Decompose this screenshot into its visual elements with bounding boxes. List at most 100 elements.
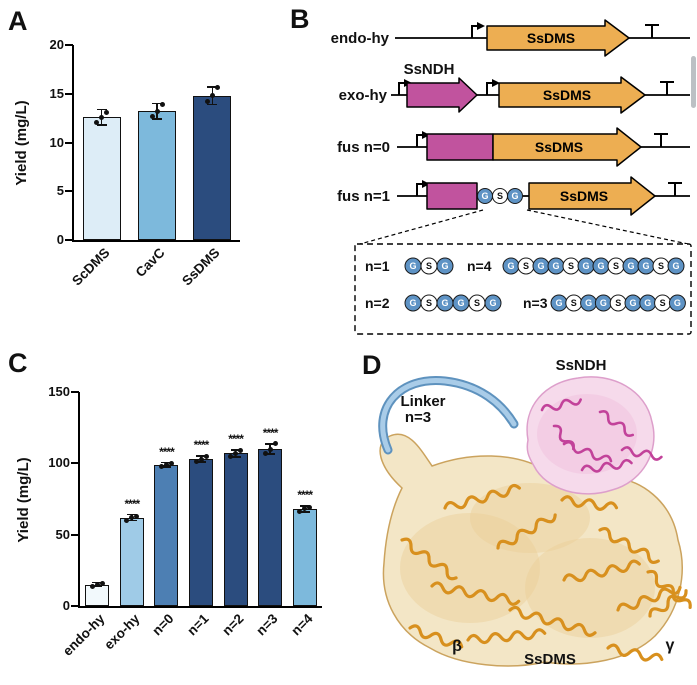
gene-construct-diagram: endo-hy SsDMS SsNDH exo-hy SsDMS fus n=0… <box>331 19 692 335</box>
bead-letter: S <box>568 261 574 271</box>
bead-letter: G <box>409 261 416 271</box>
y-tick-mark <box>65 190 73 193</box>
error-bar-cap <box>126 513 137 516</box>
ssndh-structure-label: SsNDH <box>556 357 607 374</box>
y-tick-label: 10 <box>49 134 64 150</box>
cartoon-helix <box>400 537 458 581</box>
data-point <box>267 446 273 452</box>
ssdms-gene-arrow <box>492 127 642 167</box>
bead-letter: G <box>582 261 589 271</box>
ssndh-fused-block <box>426 182 478 210</box>
ssndh-cartoon-helices <box>540 398 663 473</box>
zoom-callout-line <box>359 209 484 245</box>
data-point <box>99 114 105 120</box>
cartoon-helix <box>646 569 692 609</box>
data-point <box>204 99 210 105</box>
ssdms-surface-shade <box>525 538 655 638</box>
bar <box>154 464 179 606</box>
bar <box>258 449 283 606</box>
error-bar-cap <box>299 505 310 507</box>
bead-letter: G <box>489 298 496 308</box>
construct-name-endo-hy: endo-hy <box>331 30 390 47</box>
construct-name-fus-n1: fus n=1 <box>337 188 390 205</box>
cartoon-helix <box>466 628 547 645</box>
glycine-bead <box>484 294 502 312</box>
bead-letter: G <box>552 261 559 271</box>
bead-letter: S <box>613 261 619 271</box>
data-point <box>203 453 209 459</box>
bead-letter: S <box>660 298 666 308</box>
data-point <box>129 515 135 521</box>
bead-letter: G <box>644 298 651 308</box>
terminator-icon <box>653 133 669 148</box>
bar <box>85 584 110 606</box>
ssdms-gene-arrow <box>498 76 646 114</box>
ssndh-fused-block <box>426 133 494 161</box>
bead-letter: G <box>441 261 448 271</box>
gene-label: SsDMS <box>527 30 575 46</box>
data-point <box>297 509 303 515</box>
y-tick-label: 50 <box>55 526 70 542</box>
bead-letter: G <box>481 191 488 201</box>
bead-letter: S <box>426 298 432 308</box>
linker-n4-label: n=4 <box>467 258 492 274</box>
panel-b: B endo-hy SsDMS SsNDH exo-hy <box>287 0 697 346</box>
data-point <box>159 101 165 107</box>
data-point <box>302 506 308 512</box>
data-point <box>238 447 244 453</box>
x-tick-label: CavC <box>132 245 168 281</box>
zoom-callout-line <box>526 209 689 245</box>
linker-n3-label: n=3 <box>523 295 548 311</box>
cartoon-helix <box>540 398 582 412</box>
scrollbar-thumb[interactable] <box>691 56 696 108</box>
data-point <box>193 459 199 465</box>
glycine-bead <box>436 257 454 275</box>
data-point <box>99 580 105 586</box>
data-point <box>124 517 130 523</box>
bead-letter: S <box>523 261 529 271</box>
gene-label: SsDMS <box>543 87 591 103</box>
cartoon-helix <box>562 559 641 583</box>
cartoon-helix <box>620 446 663 461</box>
gene-label: SsDMS <box>560 188 608 204</box>
bead-letter: G <box>409 298 416 308</box>
significance-stars: **** <box>193 438 210 453</box>
cartoon-helix <box>443 483 521 510</box>
ssdms-surface-shade <box>470 483 590 553</box>
y-tick-label: 100 <box>48 455 70 471</box>
bead-letter: G <box>441 298 448 308</box>
terminator-icon <box>659 81 675 96</box>
bead-letter: G <box>537 261 544 271</box>
bead-letter: G <box>627 261 634 271</box>
beta-subunit-label: β <box>452 638 462 655</box>
glycine-bead <box>668 294 686 312</box>
error-bar-cap <box>152 118 162 120</box>
significance-stars: **** <box>262 426 279 441</box>
bead-letter: G <box>674 298 681 308</box>
ssdms-structure-label: SsDMS <box>524 651 576 668</box>
bar <box>138 111 176 240</box>
cartoon-helix <box>508 605 597 637</box>
y-tick-mark <box>65 44 73 46</box>
linker-label-line1: Linker <box>400 393 445 410</box>
panel-a: A Yield (mg/L) 0 5 10 15 20 ScDMS CavC SsDMS <box>8 6 308 346</box>
data-point <box>214 85 220 91</box>
data-point <box>272 440 278 446</box>
y-tick-mark <box>65 141 73 144</box>
y-tick-label: 20 <box>49 37 64 52</box>
data-point <box>163 462 169 468</box>
bead-letter: G <box>585 298 592 308</box>
bead-letter: G <box>600 298 607 308</box>
cartoon-helix <box>580 458 633 473</box>
y-tick-mark <box>71 391 79 393</box>
data-point <box>198 456 204 462</box>
panel-c-bar-chart: 0 50 100 150 endo-hy **** exo-hy **** n=0 **** n=1… <box>48 384 322 659</box>
panel-a-y-axis-title: Yield (mg/L) <box>13 100 30 186</box>
bead-letter: G <box>511 191 518 201</box>
